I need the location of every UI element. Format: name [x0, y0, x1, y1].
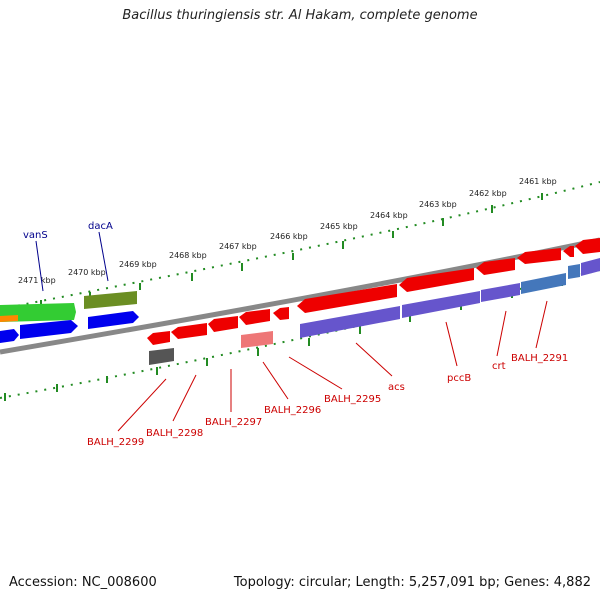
- gene-label-vans: vanS: [23, 230, 48, 241]
- blast-purple-2: [402, 291, 480, 318]
- blast-gray: [149, 348, 174, 365]
- blast-steel: [521, 273, 566, 294]
- cds-red-5: [273, 307, 289, 320]
- kbp-label-2464: 2464 kbp: [370, 211, 408, 220]
- cds-red-11: [575, 238, 600, 254]
- map-title: Bacillus thuringiensis str. Al Hakam, co…: [122, 8, 478, 23]
- blast-purple-3: [481, 283, 520, 302]
- blast-purple-1: [300, 306, 400, 338]
- kbp-label-2469: 2469 kbp: [119, 260, 157, 269]
- cds-olive-1: [84, 291, 137, 309]
- genome-backbone: [0, 237, 600, 355]
- cds-orange: [0, 315, 18, 322]
- kbp-label-2470: 2470 kbp: [68, 268, 106, 277]
- reverse-cds: [147, 238, 600, 345]
- gene-label-balh-2291: BALH_2291: [511, 353, 568, 364]
- blast-blue-1: [20, 320, 78, 339]
- blast-blue-2: [88, 311, 139, 329]
- accession-text: Accession: NC_008600: [9, 575, 157, 590]
- gene-label-balh-2295: BALH_2295: [324, 394, 381, 405]
- cds-green-1: [0, 303, 76, 322]
- cds-red-7: [399, 268, 474, 292]
- gene-label-balh-2299: BALH_2299: [87, 437, 144, 448]
- kbp-label-2468: 2468 kbp: [169, 251, 207, 260]
- cds-red-10: [563, 246, 574, 257]
- genome-summary-text: Topology: circular; Length: 5,257,091 bp…: [233, 575, 591, 590]
- gene-label-balh-2298: BALH_2298: [146, 428, 203, 439]
- kbp-label-2461: 2461 kbp: [519, 177, 557, 186]
- forward-features: [0, 291, 139, 343]
- cds-red-3: [208, 316, 238, 332]
- forward-leaders: [35, 231, 109, 292]
- cds-red-8: [476, 258, 515, 275]
- reverse-blast: [149, 258, 600, 365]
- blast-purple-4: [581, 258, 600, 276]
- kbp-label-2467: 2467 kbp: [219, 242, 257, 251]
- reverse-leaders: [117, 300, 548, 432]
- cds-red-1: [147, 331, 170, 345]
- kbp-label-2462: 2462 kbp: [469, 189, 507, 198]
- gene-label-crt: crt: [492, 361, 506, 372]
- blast-steel-2: [568, 264, 580, 279]
- kbp-label-2466: 2466 kbp: [270, 232, 308, 241]
- gene-label-balh-2297: BALH_2297: [205, 417, 262, 428]
- kbp-label-2471: 2471 kbp: [18, 276, 56, 285]
- cds-red-4: [239, 309, 270, 325]
- cds-red-6: [297, 284, 397, 313]
- gene-label-daca: dacA: [88, 221, 113, 232]
- gene-label-balh-2296: BALH_2296: [264, 405, 321, 416]
- gene-label-pccb: pccB: [447, 373, 471, 384]
- blast-blue-3: [0, 329, 19, 343]
- cds-red-9: [517, 248, 561, 264]
- upper-major-ticks: [40, 193, 543, 306]
- blast-pink: [241, 331, 273, 348]
- cds-red-2: [171, 323, 207, 339]
- kbp-label-2465: 2465 kbp: [320, 222, 358, 231]
- gene-label-acs: acs: [388, 382, 405, 393]
- kbp-label-2463: 2463 kbp: [419, 200, 457, 209]
